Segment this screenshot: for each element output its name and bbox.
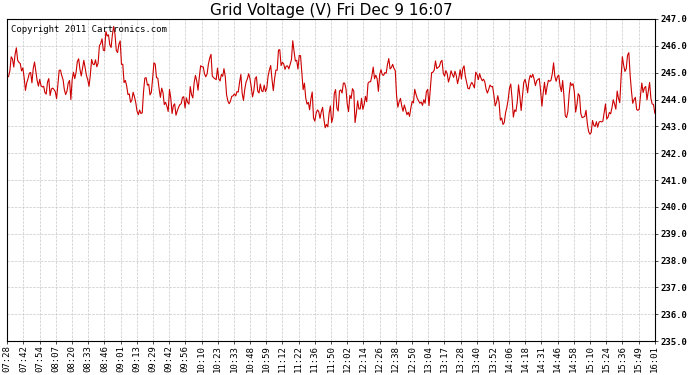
Text: Copyright 2011 Cartronics.com: Copyright 2011 Cartronics.com <box>10 26 166 34</box>
Title: Grid Voltage (V) Fri Dec 9 16:07: Grid Voltage (V) Fri Dec 9 16:07 <box>210 3 453 18</box>
